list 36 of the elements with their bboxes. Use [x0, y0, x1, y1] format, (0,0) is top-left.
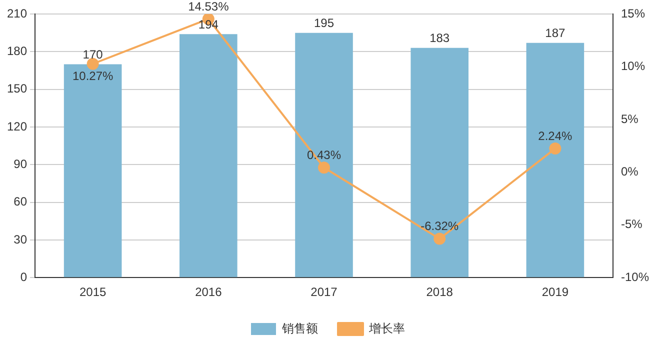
y-tick-label: 210	[6, 6, 28, 20]
point	[434, 232, 446, 245]
bar	[526, 42, 584, 278]
bar	[295, 32, 353, 278]
data-label: 10.27%	[72, 69, 114, 84]
x-tick-label: 2018	[426, 285, 454, 300]
data-label: 187	[545, 26, 566, 40]
y2-tick-label: 5%	[620, 112, 639, 126]
bar	[180, 34, 238, 278]
bar	[410, 48, 468, 278]
point	[549, 142, 562, 155]
y-tick-label: 120	[6, 119, 28, 134]
y2-tick-label: -5%	[620, 217, 643, 232]
y2-tick-label: 0%	[620, 164, 639, 178]
data-label: 2.24%	[538, 128, 573, 143]
data-label: 183	[430, 31, 450, 46]
x-tick-label: 2015	[79, 285, 106, 300]
y2-tick-label: -10%	[620, 270, 650, 284]
data-label: 195	[314, 16, 334, 30]
y-tick-label: 150	[6, 82, 28, 96]
y2-tick-label: 15%	[620, 6, 646, 20]
y-tick-label: 30	[14, 232, 28, 246]
x-tick-label: 2016	[195, 285, 222, 300]
x-tick-label: 2017	[310, 285, 338, 300]
y2-tick-label: 10%	[620, 59, 646, 74]
x-tick-label: 2019	[542, 285, 569, 300]
bar	[64, 64, 122, 278]
legend-label: 增长率	[368, 321, 405, 336]
y-tick-label: 90	[14, 156, 28, 171]
point	[318, 162, 330, 174]
data-label: 14.53%	[188, 0, 230, 14]
y-tick-label: 60	[14, 194, 28, 209]
legend-label: 销售额	[281, 321, 318, 336]
y-tick-label: 0	[20, 270, 28, 284]
y-tick-label: 180	[6, 44, 28, 58]
data-label: 170	[82, 48, 104, 62]
